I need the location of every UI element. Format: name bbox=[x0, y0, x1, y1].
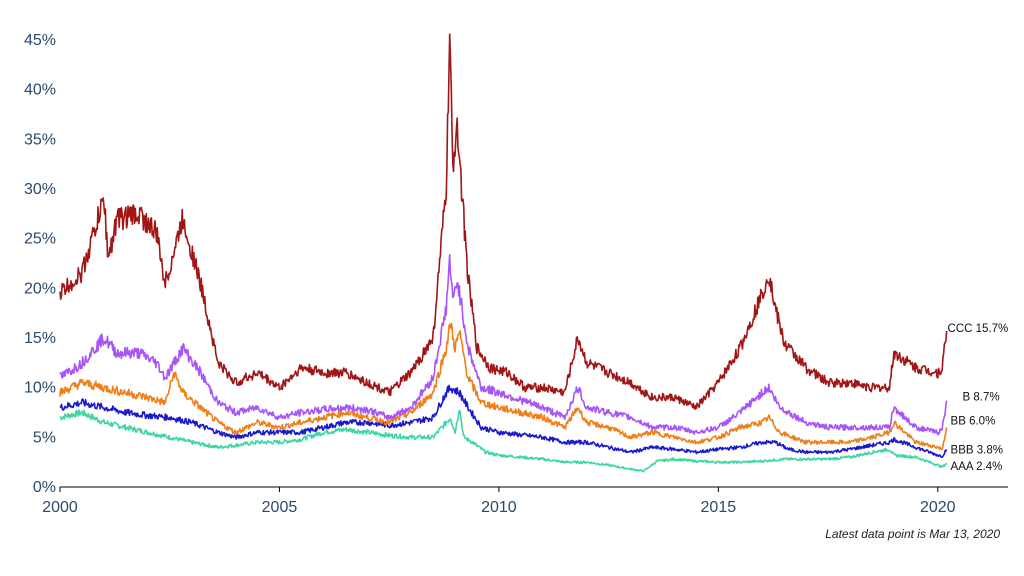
x-tick-label: 2020 bbox=[920, 499, 956, 516]
series-line-aaa bbox=[59, 409, 948, 473]
y-tick-label: 10% bbox=[24, 380, 56, 397]
series-line-bbb bbox=[59, 384, 948, 459]
y-tick-label: 45% bbox=[24, 32, 56, 49]
x-tick-label: 2000 bbox=[42, 499, 78, 516]
y-tick-label: 25% bbox=[24, 231, 56, 248]
end-label-bbb: BBB 3.8% bbox=[951, 444, 1003, 456]
y-tick-label: 40% bbox=[24, 82, 56, 99]
series-line-b bbox=[59, 254, 948, 436]
series-layer bbox=[59, 33, 948, 473]
x-axis: 2000 2005 2010 2015 2020 bbox=[42, 486, 1008, 516]
y-tick-label: 35% bbox=[24, 131, 56, 148]
y-tick-label: 20% bbox=[24, 280, 56, 297]
end-label-bb: BB 6.0% bbox=[951, 415, 996, 427]
latest-data-note: Latest data point is Mar 13, 2020 bbox=[825, 527, 1000, 541]
y-tick-label: 30% bbox=[24, 181, 56, 198]
y-tick-label: 5% bbox=[33, 429, 56, 446]
end-label-aaa: AAA 2.4% bbox=[951, 461, 1003, 473]
series-line-ccc bbox=[59, 33, 948, 410]
x-tick-label: 2015 bbox=[701, 499, 737, 516]
x-tick-label: 2010 bbox=[481, 499, 517, 516]
end-label-ccc: CCC 15.7% bbox=[948, 323, 1009, 335]
y-axis: 0% 5% 10% 15% 20% 25% 30% 35% 40% 45% bbox=[24, 32, 56, 496]
end-labels: CCC 15.7% B 8.7% BB 6.0% BBB 3.8% AAA 2.4% bbox=[948, 323, 1009, 473]
series-line-bb bbox=[59, 322, 948, 451]
end-label-b: B 8.7% bbox=[963, 392, 1000, 404]
y-tick-label: 15% bbox=[24, 330, 56, 347]
x-tick-label: 2005 bbox=[262, 499, 298, 516]
y-tick-label: 0% bbox=[33, 479, 56, 496]
